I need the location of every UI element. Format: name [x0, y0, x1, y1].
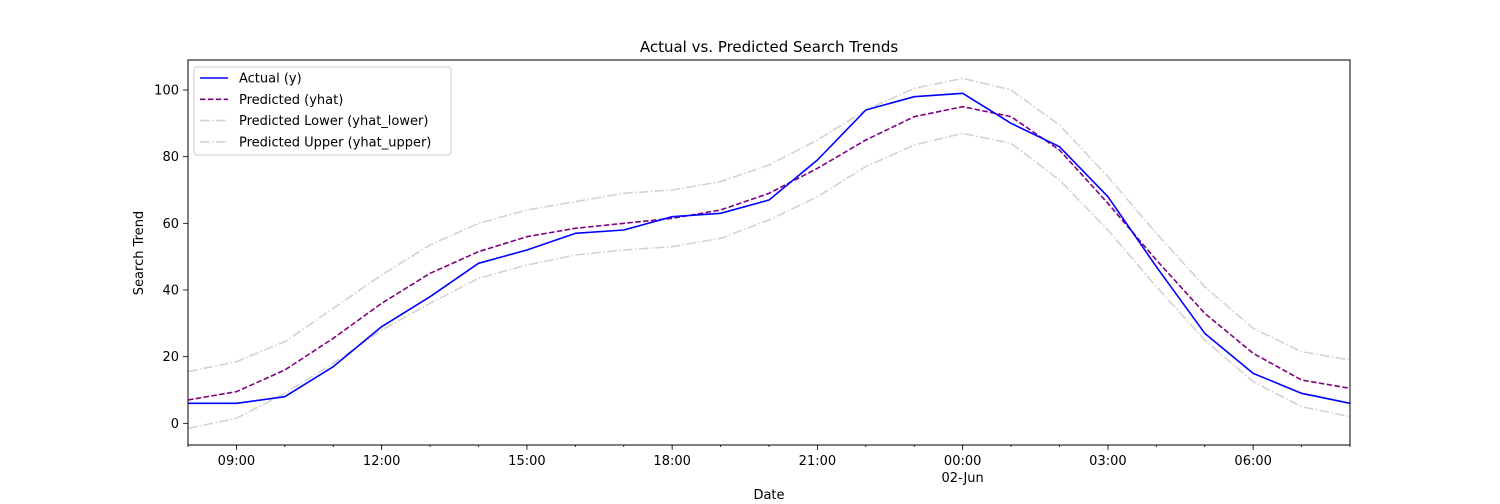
- series-line-1: [187, 105, 1351, 401]
- chart-title: Actual vs. Predicted Search Trends: [640, 38, 899, 56]
- x-tick-label: 09:00: [218, 454, 255, 469]
- y-tick-label: 20: [162, 350, 179, 365]
- legend-label: Predicted (yhat): [239, 93, 343, 108]
- x-tick-label: 00:00: [944, 454, 981, 469]
- x-axis: 09:00 12:00 15:00 18:00 21:00 00:00 02-Jun 03:0…: [187, 445, 1351, 486]
- x-tick-label: 06:00: [1234, 454, 1271, 469]
- legend-label: Actual (y): [239, 72, 302, 87]
- x-tick-label: 12:00: [363, 454, 400, 469]
- legend-label: Predicted Lower (yhat_lower): [239, 114, 428, 129]
- series-line-3: [187, 77, 1351, 373]
- x-tick-sublabel: 02-Jun: [942, 471, 984, 486]
- series-line-0: [188, 92, 1351, 405]
- x-axis-label: Date: [753, 488, 784, 500]
- series-line-2: [187, 132, 1351, 430]
- y-tick-label: 80: [162, 150, 179, 165]
- legend-label: Predicted Upper (yhat_upper): [239, 135, 431, 150]
- x-tick-label: 18:00: [653, 454, 690, 469]
- series-layer: [187, 77, 1351, 430]
- legend: Actual (y) Predicted (yhat) Predicted Lowe…: [193, 66, 452, 156]
- y-tick-label: 40: [162, 284, 179, 299]
- x-tick-label: 03:00: [1089, 454, 1126, 469]
- x-tick-label: 15:00: [508, 454, 545, 469]
- y-tick-label: 100: [154, 84, 179, 99]
- y-tick-label: 60: [162, 217, 179, 232]
- y-tick-label: 0: [171, 417, 179, 432]
- legend-box: [193, 66, 452, 156]
- x-tick-label: 21:00: [799, 454, 836, 469]
- y-axis: 0 20 40 60 80 100: [154, 84, 188, 432]
- y-axis-label: Search Trend: [132, 211, 147, 295]
